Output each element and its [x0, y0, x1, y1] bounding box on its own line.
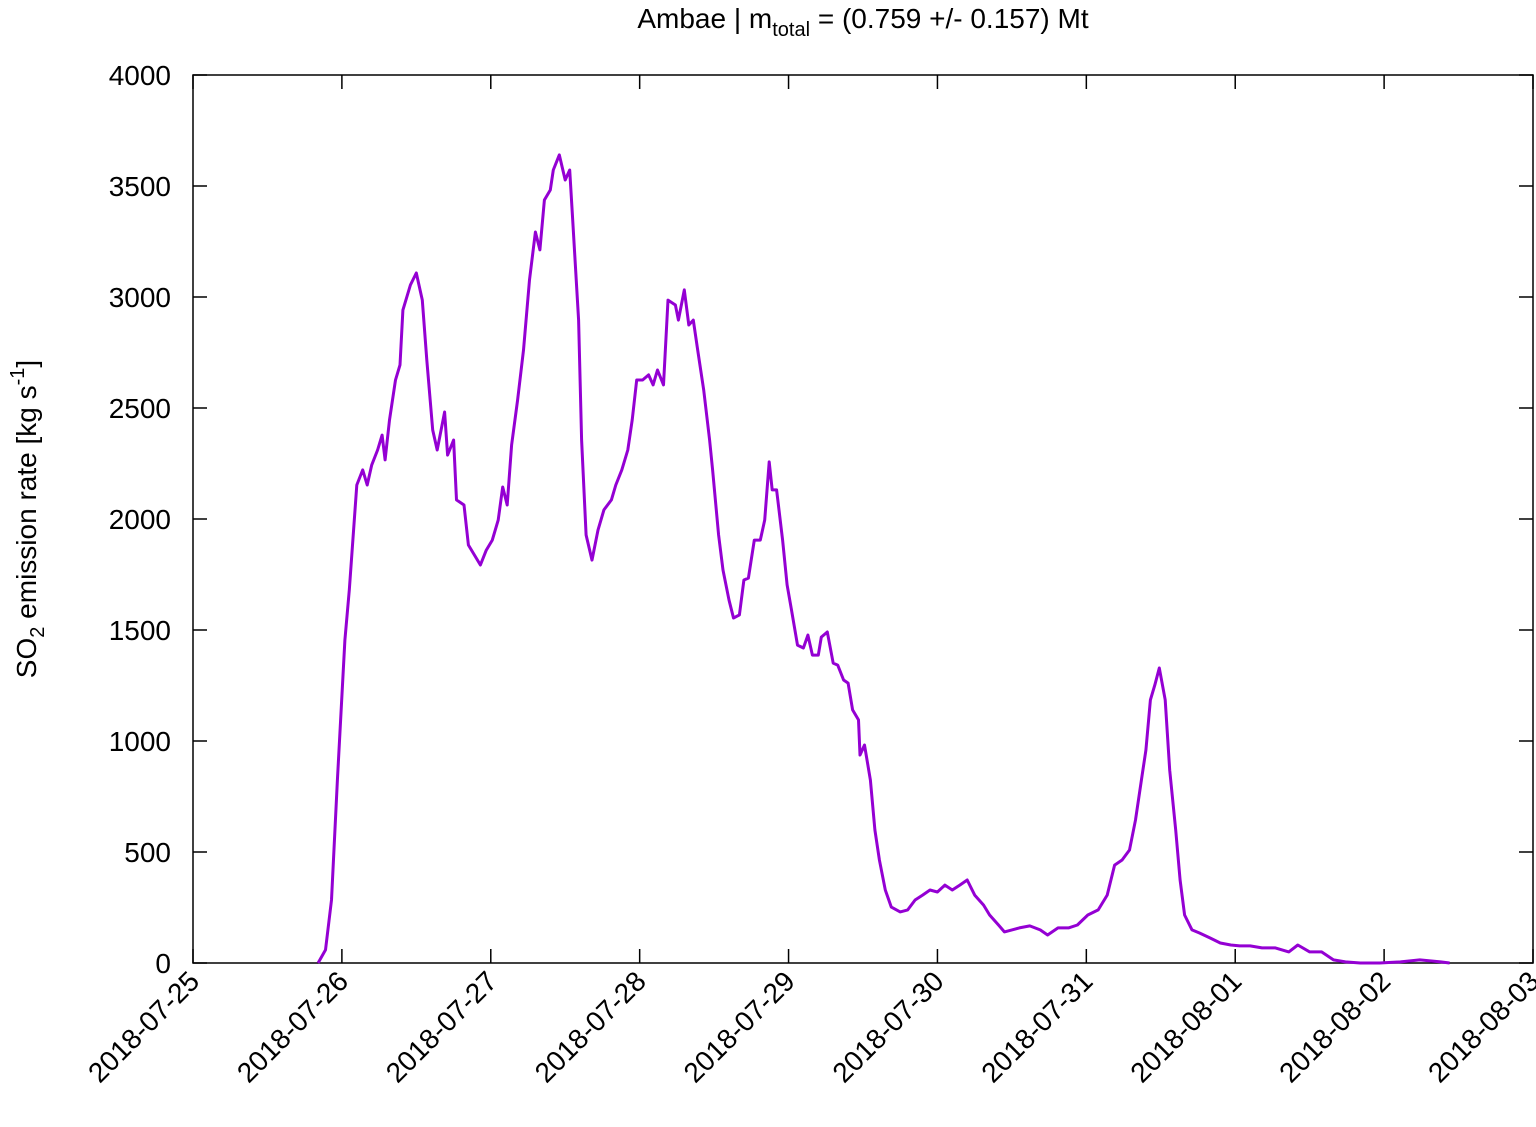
data-line [316, 153, 1450, 965]
y-axis-label: SO2 emission rate [kg s-1] [7, 360, 49, 678]
x-tick-label: 2018-07-27 [380, 965, 503, 1088]
title-part: = (0.759 +/- 0.157) Mt [810, 3, 1089, 34]
ylabel-part: ] [11, 360, 42, 368]
y-tick-label: 1000 [109, 726, 171, 757]
ylabel-part: SO [11, 638, 42, 678]
x-tick-label: 2018-08-03 [1422, 965, 1536, 1088]
title-subscript: total [772, 19, 810, 41]
y-tick-label: 2500 [109, 393, 171, 424]
x-tick-label: 2018-07-25 [82, 965, 205, 1088]
ylabel-part: emission rate [kg s [11, 385, 42, 626]
y-tick-label: 3500 [109, 171, 171, 202]
x-tick-label: 2018-07-26 [231, 965, 354, 1088]
plot-frame [192, 74, 1534, 964]
y-tick-label: 500 [124, 837, 171, 868]
chart-title: Ambae | mtotal = (0.759 +/- 0.157) Mt [637, 3, 1089, 41]
x-tick-label: 2018-08-01 [1124, 965, 1247, 1088]
ylabel-superscript: -1 [7, 368, 29, 386]
ylabel-subscript: 2 [27, 627, 49, 638]
x-tick-label: 2018-07-30 [826, 965, 949, 1088]
x-tick-label: 2018-08-02 [1273, 965, 1396, 1088]
x-tick-label: 2018-07-29 [678, 965, 801, 1088]
title-part: Ambae | m [637, 3, 772, 34]
y-tick-label: 2000 [109, 504, 171, 535]
x-tick-label: 2018-07-31 [975, 965, 1098, 1088]
y-tick-label: 0 [155, 948, 171, 979]
x-tick-label: 2018-07-28 [529, 965, 652, 1088]
y-tick-label: 3000 [109, 282, 171, 313]
y-tick-label: 1500 [109, 615, 171, 646]
y-tick-label: 4000 [109, 60, 171, 91]
